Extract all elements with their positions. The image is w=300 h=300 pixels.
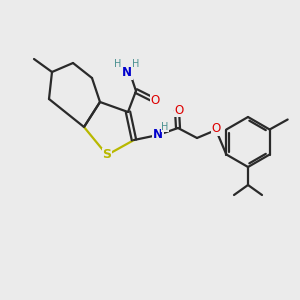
Text: O: O — [150, 94, 160, 106]
Text: N: N — [122, 67, 132, 80]
Text: H: H — [161, 122, 169, 132]
Text: O: O — [174, 103, 184, 116]
Text: S: S — [103, 148, 112, 161]
Text: H: H — [114, 59, 122, 69]
Text: O: O — [212, 122, 220, 136]
Text: N: N — [153, 128, 163, 140]
Text: H: H — [132, 59, 140, 69]
